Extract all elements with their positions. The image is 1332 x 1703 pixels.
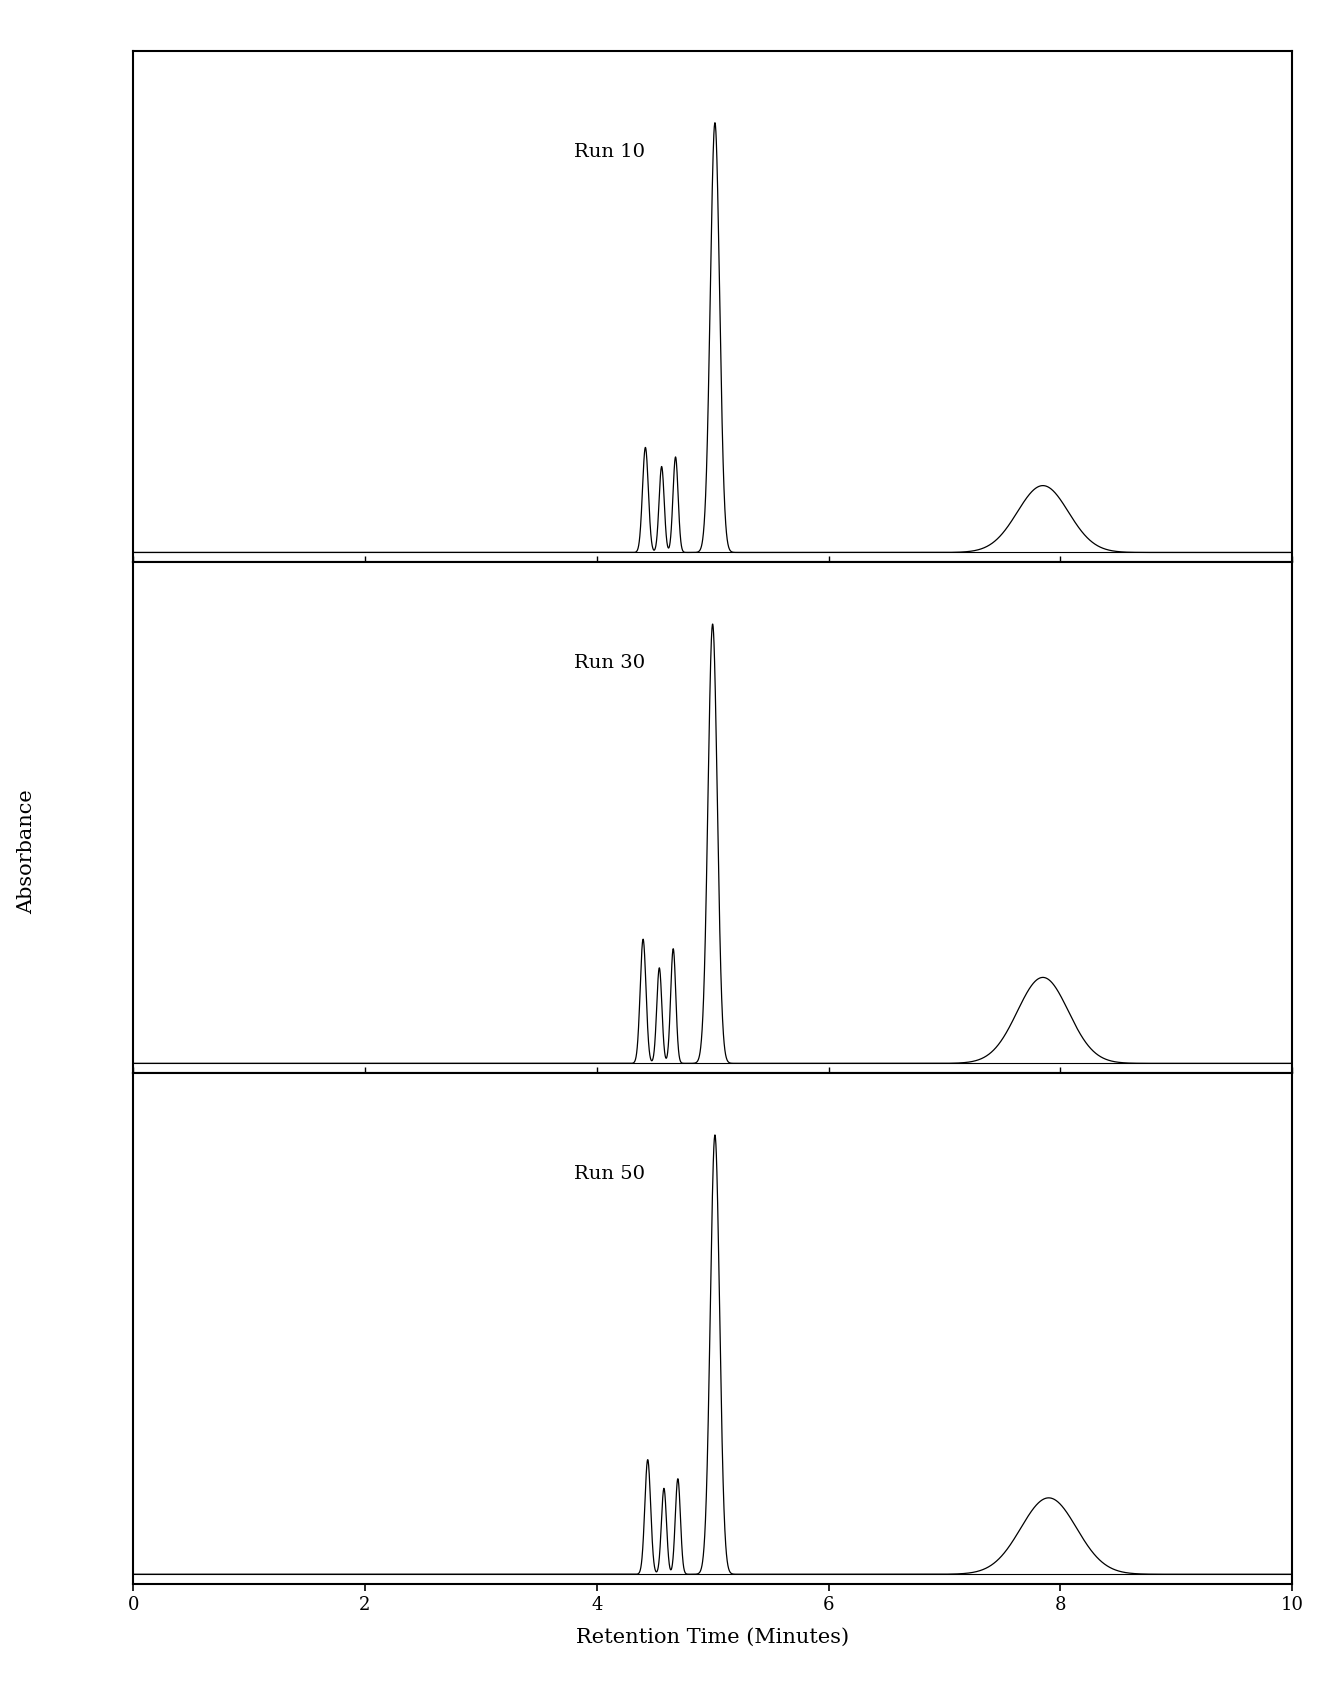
Text: Run 50: Run 50 [574,1165,645,1184]
Text: Absorbance: Absorbance [17,788,36,915]
Text: Run 10: Run 10 [574,143,645,162]
X-axis label: Retention Time (Minutes): Retention Time (Minutes) [575,1628,850,1647]
Text: Run 30: Run 30 [574,654,645,673]
